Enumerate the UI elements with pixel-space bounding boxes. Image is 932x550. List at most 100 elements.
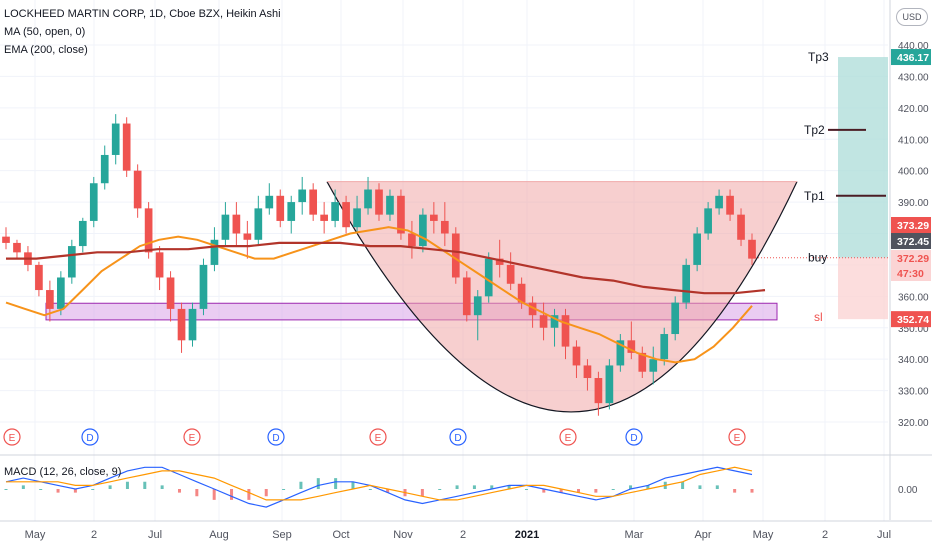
macd-histogram-bar bbox=[420, 489, 424, 497]
time-tick-label: Sep bbox=[272, 529, 292, 541]
macd-histogram-bar bbox=[455, 485, 459, 489]
candle-body bbox=[46, 290, 54, 309]
time-tick-label: 2 bbox=[460, 529, 466, 541]
macd-histogram-bar bbox=[698, 485, 702, 489]
macd-histogram-bar bbox=[750, 489, 754, 493]
candle-body bbox=[397, 195, 405, 234]
macd-indicator-legend[interactable]: MACD (12, 26, close, 9) bbox=[4, 466, 122, 478]
candle-body bbox=[353, 208, 361, 228]
signal-line bbox=[6, 466, 753, 501]
candle-body bbox=[506, 264, 515, 284]
price-label-bg bbox=[891, 250, 931, 266]
candle-body bbox=[737, 214, 745, 240]
macd-histogram-bar bbox=[472, 485, 476, 489]
macd-panel: 0.00 bbox=[4, 466, 918, 508]
price-label-bg bbox=[891, 49, 931, 66]
buy-label: buy bbox=[808, 251, 827, 265]
event-marker bbox=[369, 428, 387, 446]
event-marker bbox=[728, 428, 746, 446]
candle-body bbox=[440, 220, 449, 234]
candle-body bbox=[177, 308, 186, 341]
price-label-text: 352.74 bbox=[897, 314, 929, 326]
indicator-overlays bbox=[5, 226, 766, 364]
candle-body bbox=[276, 195, 285, 221]
macd-histogram-bar bbox=[73, 489, 77, 493]
event-marker-label: D bbox=[630, 433, 637, 444]
time-tick-label: Apr bbox=[694, 529, 711, 541]
candle-body bbox=[583, 365, 592, 379]
price-label-text: 372.29 bbox=[897, 253, 929, 265]
candle-body bbox=[122, 123, 131, 171]
chart-title-legend[interactable]: LOCKHEED MARTIN CORP, 1D, Cboe BZX, Heik… bbox=[4, 8, 281, 20]
candle-body bbox=[100, 154, 109, 184]
macd-histogram-bar bbox=[351, 481, 355, 489]
candle-body bbox=[298, 189, 307, 203]
macd-histogram-bar bbox=[299, 481, 303, 489]
event-marker bbox=[559, 428, 577, 446]
position-tool: Tp1 Tp2 Tp3 buy sl bbox=[752, 50, 888, 324]
candle-body bbox=[484, 258, 493, 297]
price-axis: 320.00330.00340.00350.00360.00370.00380.… bbox=[0, 0, 932, 520]
macd-histogram-bar bbox=[108, 485, 112, 489]
macd-histogram-bar bbox=[715, 485, 719, 489]
candle-body bbox=[254, 208, 263, 240]
candle-body bbox=[188, 308, 197, 341]
candle-body bbox=[232, 214, 241, 234]
macd-histogram-bar bbox=[594, 489, 598, 493]
candle-body bbox=[638, 352, 647, 372]
macd-histogram-bar bbox=[524, 489, 528, 490]
candle-body bbox=[539, 315, 548, 328]
currency-badge[interactable]: USD bbox=[896, 8, 928, 26]
price-tick-label: 390.00 bbox=[898, 198, 929, 209]
event-marker-label: E bbox=[9, 433, 16, 444]
event-marker-label: E bbox=[565, 433, 572, 444]
time-tick-label: Jul bbox=[148, 529, 162, 541]
event-marker-label: E bbox=[734, 433, 741, 444]
candle-body bbox=[408, 233, 416, 247]
candle-body bbox=[309, 189, 318, 215]
macd-line bbox=[5, 466, 753, 508]
candle-body bbox=[221, 214, 230, 240]
candle-body bbox=[572, 346, 581, 366]
macd-histogram-bar bbox=[490, 485, 494, 489]
event-marker-label: E bbox=[375, 433, 382, 444]
candle-body bbox=[627, 340, 636, 353]
candle-body bbox=[495, 258, 504, 265]
time-tick-label: May bbox=[753, 529, 774, 541]
candle-body bbox=[13, 242, 21, 253]
candle-body bbox=[111, 123, 120, 155]
macd-zero-label: 0.00 bbox=[898, 485, 918, 496]
candle-body bbox=[331, 202, 339, 221]
candle-body bbox=[320, 214, 328, 221]
candle-body bbox=[528, 302, 537, 316]
event-marker-label: D bbox=[272, 433, 279, 444]
macd-histogram-bar bbox=[230, 489, 234, 500]
price-label-text: 372.45 bbox=[897, 236, 929, 248]
macd-histogram-bar bbox=[91, 489, 95, 490]
macd-histogram-bar bbox=[733, 489, 737, 493]
price-tick-label: 350.00 bbox=[898, 324, 929, 335]
tp1-label: Tp1 bbox=[804, 189, 825, 203]
ema-indicator-legend[interactable]: EMA (200, close) bbox=[4, 44, 88, 56]
time-tick-label: 2021 bbox=[515, 529, 539, 541]
time-tick-label: May bbox=[25, 529, 46, 541]
candle-body bbox=[682, 264, 691, 303]
candle-body bbox=[550, 315, 559, 328]
price-tick-label: 420.00 bbox=[898, 104, 929, 115]
candle-body bbox=[199, 264, 208, 309]
macd-histogram-bar bbox=[125, 481, 129, 489]
macd-histogram-bar bbox=[264, 489, 268, 497]
price-label-bg bbox=[891, 217, 931, 233]
macd-histogram-bar bbox=[542, 489, 546, 493]
time-tick-label: 2 bbox=[822, 529, 828, 541]
time-tick-label: Jul bbox=[877, 529, 891, 541]
candle-body bbox=[35, 264, 43, 291]
event-marker bbox=[81, 428, 99, 446]
event-marker-label: E bbox=[189, 433, 196, 444]
ma-indicator-legend[interactable]: MA (50, open, 0) bbox=[4, 26, 86, 38]
price-tick-label: 400.00 bbox=[898, 167, 929, 178]
price-label-text: 47:30 bbox=[897, 268, 924, 280]
ema200-line bbox=[6, 241, 766, 295]
candle-body bbox=[133, 170, 142, 209]
